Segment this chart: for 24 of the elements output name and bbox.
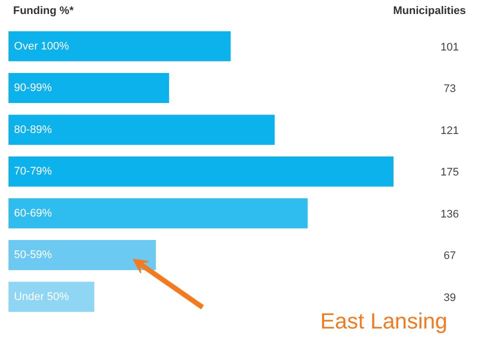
y-tick-label: 50-59%	[14, 249, 52, 262]
bar	[8, 198, 308, 228]
y-tick-label: 80-89%	[14, 124, 52, 136]
y-tick-label: 90-99%	[14, 82, 52, 94]
data-label: 39	[444, 292, 456, 304]
bar	[8, 282, 94, 312]
bar	[8, 72, 170, 104]
y-tick-label: 70-79%	[14, 166, 52, 178]
bar	[8, 240, 156, 270]
bar	[8, 114, 275, 145]
y-tick-label: Over 100%	[14, 40, 70, 52]
annotation: East Lansing	[320, 308, 448, 334]
y-tick-label: 60-69%	[14, 207, 52, 220]
y-tick-label: Under 50%	[14, 290, 70, 303]
data-label: 136	[440, 208, 459, 220]
y-axis-title: Funding %*	[13, 4, 74, 17]
data-label: 101	[440, 41, 459, 54]
bar	[8, 31, 231, 62]
text: Municipalities	[393, 4, 466, 17]
bar	[8, 156, 394, 187]
data-label: 67	[444, 250, 456, 262]
data-label: 175	[440, 166, 459, 179]
data-label: 121	[440, 124, 459, 137]
data-label: 73	[444, 83, 456, 96]
